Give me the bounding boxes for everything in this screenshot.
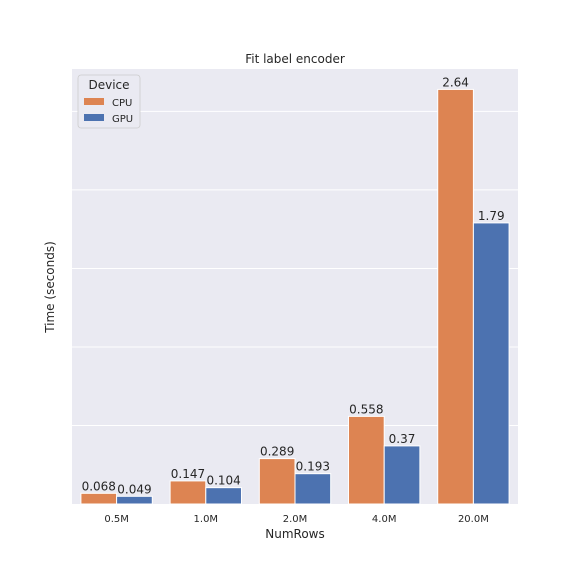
bar-cpu-2.0M — [258, 458, 296, 505]
bar-cpu-1.0M — [169, 480, 207, 505]
data-label: 0.104 — [206, 474, 240, 488]
legend-label-cpu: CPU — [112, 98, 132, 109]
data-label: 2.64 — [442, 75, 469, 89]
data-label: 0.147 — [171, 467, 205, 481]
x-tick-label: 4.0M — [372, 514, 397, 525]
x-tick-labels: 0.5M 1.0M 2.0M 4.0M 20.0M — [104, 514, 489, 525]
chart-title: Fit label encoder — [245, 52, 345, 66]
data-label: 1.79 — [478, 209, 505, 223]
x-tick-label: 1.0M — [194, 514, 219, 525]
bar-gpu-4.0M — [383, 445, 421, 505]
legend-swatch-gpu — [84, 114, 104, 121]
bar-gpu-20.0M — [472, 222, 510, 505]
y-axis-label: Time (seconds) — [43, 241, 57, 334]
legend-title: Device — [88, 78, 129, 92]
bars — [80, 88, 510, 505]
x-tick-label: 20.0M — [458, 514, 489, 525]
data-label: 0.558 — [349, 402, 383, 416]
legend-label-gpu: GPU — [112, 114, 133, 125]
bar-cpu-4.0M — [348, 415, 385, 505]
legend-swatch-cpu — [84, 98, 104, 105]
data-label: 0.193 — [296, 460, 330, 474]
data-label: 0.289 — [260, 445, 294, 459]
x-tick-label: 0.5M — [104, 514, 129, 525]
x-tick-label: 2.0M — [283, 514, 308, 525]
bar-gpu-0.5M — [116, 495, 153, 505]
x-axis-label: NumRows — [265, 527, 324, 541]
bar-gpu-2.0M — [294, 473, 332, 505]
legend: Device CPU GPU — [77, 74, 141, 129]
bar-cpu-20.0M — [437, 88, 474, 505]
data-label: 0.068 — [82, 479, 116, 493]
data-label: 0.049 — [117, 482, 151, 496]
bar-gpu-1.0M — [205, 487, 242, 505]
bar-cpu-0.5M — [80, 492, 118, 505]
data-label: 0.37 — [389, 432, 416, 446]
